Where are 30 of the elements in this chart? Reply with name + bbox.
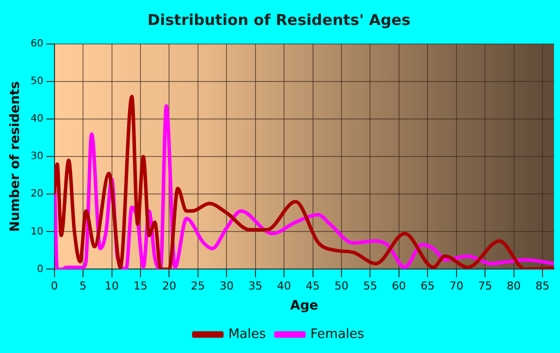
x-tick-label: 10 — [104, 280, 119, 293]
x-tick-label: 45 — [306, 280, 320, 293]
y-tick-label: 0 — [36, 264, 44, 275]
chart-title: Distribution of Residents' Ages — [148, 10, 411, 29]
y-tick-label: 30 — [30, 151, 44, 162]
x-tick-label: 35 — [248, 280, 262, 293]
legend-label: Females — [310, 326, 364, 342]
y-tick-label: 50 — [30, 76, 44, 88]
x-tick-label: 55 — [363, 280, 378, 293]
x-tick-label: 25 — [190, 280, 205, 293]
x-tick-label: 60 — [392, 280, 406, 293]
legend-label: Males — [228, 326, 266, 342]
y-axis-title: Number of residents — [8, 81, 24, 232]
x-tick-label: 0 — [50, 280, 58, 293]
x-tick-label: 75 — [478, 280, 492, 293]
x-tick-label: 40 — [277, 280, 292, 293]
x-tick-label: 20 — [162, 280, 176, 293]
x-tick-label: 5 — [80, 280, 87, 293]
x-tick-label: 15 — [133, 280, 148, 293]
x-tick-label: 70 — [449, 280, 464, 293]
y-tick-label: 20 — [30, 188, 44, 200]
y-tick-label: 60 — [30, 38, 44, 50]
y-tick-label: 10 — [30, 226, 44, 238]
x-axis-title: Age — [290, 298, 318, 314]
x-tick-label: 65 — [420, 280, 435, 293]
x-tick-label: 30 — [220, 280, 234, 293]
x-tick-label: 50 — [334, 280, 348, 293]
x-tick-label: 85 — [536, 280, 550, 293]
x-tick-label: 80 — [506, 280, 521, 293]
y-tick-label: 40 — [30, 114, 44, 125]
